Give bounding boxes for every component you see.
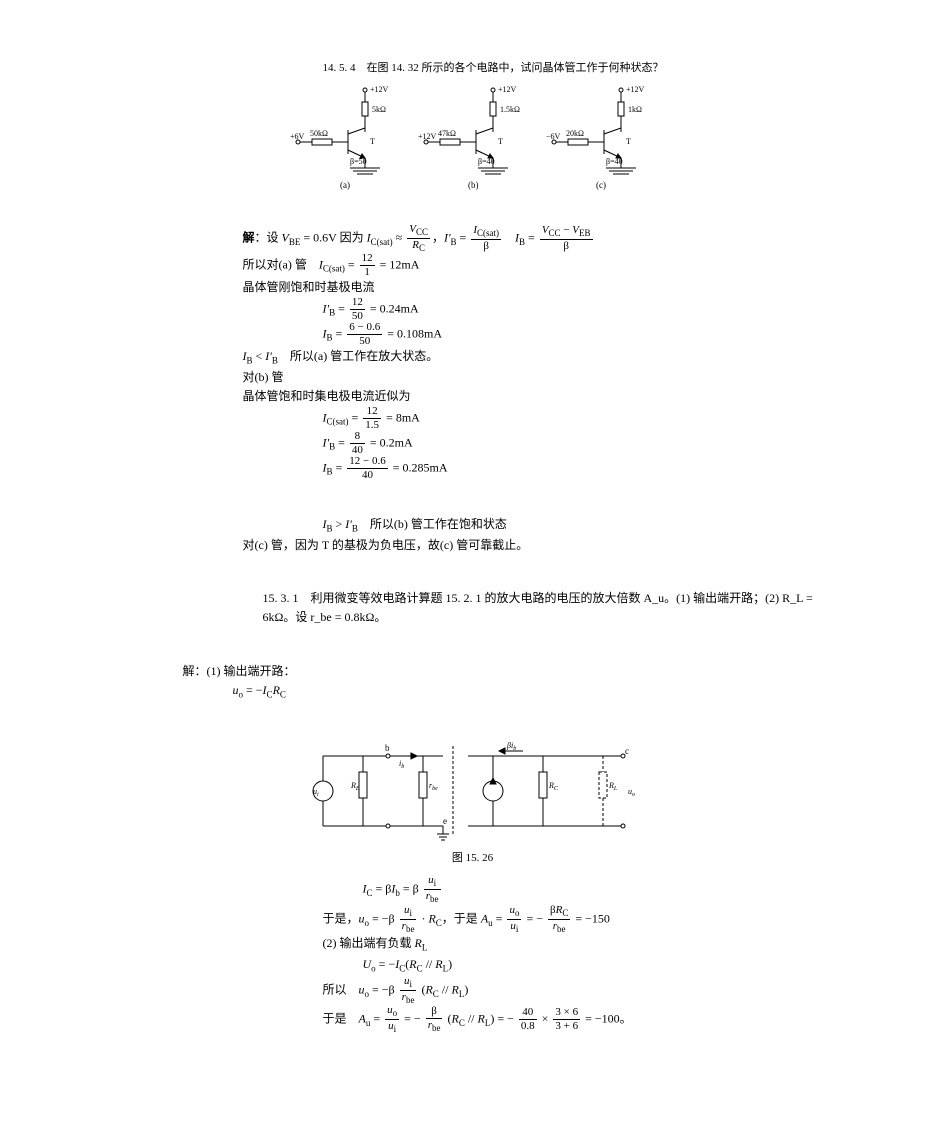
rb-label: RB	[350, 781, 360, 792]
circuit-c: +12V 1kΩ 20kΩ −6V T β=40 (c)	[546, 84, 656, 194]
node-c: c	[625, 746, 629, 756]
sol-l1: 解：设 VBE = 0.6V 因为 IC(sat) ≈ VCCRC，I'B = …	[123, 224, 823, 253]
sol-l12: IB > I'B 所以(b) 管工作在饱和状态	[123, 515, 823, 536]
sol-l13: 对(c) 管，因为 T 的基极为负电压，故(c) 管可靠截止。	[123, 536, 823, 555]
sol-l7: 对(b) 管	[123, 368, 823, 387]
node-b: b	[385, 743, 390, 753]
sol-l3: 晶体管刚饱和时基极电流	[123, 278, 823, 297]
rc-label: 1kΩ	[628, 105, 642, 114]
beta-label: β=40	[606, 157, 623, 166]
node-e: e	[443, 816, 447, 826]
rb-label: 47kΩ	[438, 129, 456, 138]
rb-label: 50kΩ	[310, 129, 328, 138]
ui-label: ui	[313, 787, 319, 798]
fig-15-26: b c e RB rbe RC RL ui uo ib βib	[123, 736, 823, 846]
sol2-l3: IC = βIb = β uirbe	[123, 875, 823, 904]
sol-l4: I'B = 1250 = 0.24mA	[123, 297, 823, 322]
ib-label: ib	[399, 759, 404, 770]
sol-l5: IB = 6 − 0.650 = 0.108mA	[123, 322, 823, 347]
vleft-label: −6V	[546, 132, 561, 141]
beta-label: β=40	[478, 157, 495, 166]
vcc-label: +12V	[498, 85, 517, 94]
sol-l11: IB = 12 − 0.640 = 0.285mA	[123, 456, 823, 481]
rc-label: RC	[548, 781, 559, 792]
sub-label: (b)	[468, 180, 479, 190]
problem-15-3-1-title: 15. 3. 1 利用微变等效电路计算题 15. 2. 1 的放大电路的电压的放…	[123, 589, 823, 627]
problem-14-5-4-title: 14. 5. 4 在图 14. 32 所示的各个电路中，试问晶体管工作于何种状态…	[123, 60, 823, 78]
page: 14. 5. 4 在图 14. 32 所示的各个电路中，试问晶体管工作于何种状态…	[123, 60, 823, 1034]
sol2-l2: uo = −ICRC	[123, 681, 823, 702]
beta-label: β=50	[350, 157, 367, 166]
vcc-label: +12V	[626, 85, 645, 94]
t-label: T	[626, 137, 631, 146]
vcc-label: +12V	[370, 85, 389, 94]
sol2-l4: 于是，uo = −β uirbe · RC，于是 Au = uoui = − β…	[123, 905, 823, 934]
sol-l10: I'B = 840 = 0.2mA	[123, 431, 823, 456]
circuit-b: +12V 1.5kΩ 47kΩ +12V T β=40 (b)	[418, 84, 528, 194]
circuit-a: +12V 5kΩ 50kΩ +6V T β=50 (a)	[290, 84, 400, 194]
sol2-l8: 于是 Au = uoui = − βrbe (RC // RL) = − 400…	[123, 1005, 823, 1034]
rl-label: RL	[608, 781, 618, 792]
sol2-l5: (2) 输出端有负载 RL	[123, 934, 823, 955]
t-label: T	[498, 137, 503, 146]
rbe-label: rbe	[429, 781, 438, 792]
sol-l9: IC(sat) = 121.5 = 8mA	[123, 406, 823, 431]
sol2-l1: 解：(1) 输出端开路：	[123, 662, 823, 681]
sol2-l7: 所以 uo = −β uirbe (RC // RL)	[123, 976, 823, 1005]
sol-l2: 所以对(a) 管 IC(sat) = 121 = 12mA	[123, 253, 823, 278]
circuits-row: +12V 5kΩ 50kΩ +6V T β=50 (a)	[123, 84, 823, 194]
sub-label: (a)	[340, 180, 350, 190]
sol-l6: IB < I'B 所以(a) 管工作在放大状态。	[123, 347, 823, 368]
vleft-label: +6V	[290, 132, 305, 141]
bib-label: βib	[506, 741, 516, 752]
rb-label: 20kΩ	[566, 129, 584, 138]
sol2-l6: Uo = −IC(RC // RL)	[123, 955, 823, 976]
rc-label: 1.5kΩ	[500, 105, 520, 114]
t-label: T	[370, 137, 375, 146]
sol-l8: 晶体管饱和时集电极电流近似为	[123, 387, 823, 406]
uo-label: uo	[628, 787, 635, 798]
sub-label: (c)	[596, 180, 606, 190]
vleft-label: +12V	[418, 132, 437, 141]
fig-caption: 图 15. 26	[123, 850, 823, 868]
rc-label: 5kΩ	[372, 105, 386, 114]
